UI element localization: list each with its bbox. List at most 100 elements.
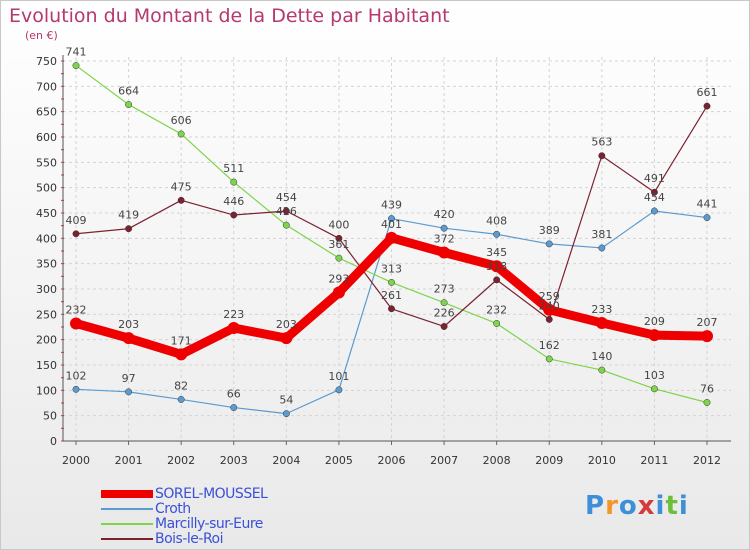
data-label: 101: [328, 370, 349, 383]
data-label: 318: [486, 260, 507, 273]
data-point: [543, 303, 556, 316]
y-tick-label: 650: [36, 106, 57, 119]
data-label: 426: [276, 205, 297, 218]
brand-letter: i: [678, 491, 689, 521]
brand-letter: o: [618, 491, 638, 521]
data-point: [125, 388, 133, 396]
data-label: 232: [486, 303, 507, 316]
data-point: [282, 410, 290, 418]
data-point: [440, 224, 448, 232]
data-label: 491: [644, 172, 665, 185]
data-point: [703, 102, 711, 110]
brand-letter: t: [665, 491, 679, 521]
data-point: [70, 317, 82, 330]
y-tick-label: 250: [36, 308, 57, 321]
data-label: 345: [486, 246, 507, 259]
data-point: [335, 254, 343, 262]
data-point: [701, 330, 713, 343]
data-label: 223: [223, 308, 244, 321]
data-point: [598, 366, 606, 374]
data-label: 408: [486, 214, 507, 227]
data-point: [335, 234, 343, 242]
data-point: [280, 332, 293, 345]
data-point: [72, 230, 80, 238]
legend-item: Marcilly-sur-Eure: [101, 516, 267, 532]
y-tick-label: 150: [36, 359, 57, 372]
legend-label: Croth: [155, 500, 191, 517]
data-point: [388, 305, 395, 313]
x-tick-label: 2012: [693, 454, 721, 467]
legend-swatch: [101, 489, 153, 498]
y-tick-label: 750: [36, 55, 57, 68]
data-point: [230, 211, 238, 219]
data-label: 261: [381, 289, 402, 302]
brand-letter: P: [585, 491, 606, 521]
x-tick-label: 2001: [115, 454, 143, 467]
data-label: 82: [174, 379, 188, 392]
data-point: [595, 316, 608, 329]
data-label: 209: [644, 315, 665, 328]
data-point: [122, 332, 135, 345]
data-label: 54: [279, 394, 293, 407]
data-point: [493, 230, 501, 238]
data-point: [230, 404, 238, 412]
data-label: 606: [171, 114, 192, 127]
data-label: 389: [539, 224, 560, 237]
plot-area: [63, 57, 731, 441]
x-tick-label: 2009: [535, 454, 563, 467]
x-tick-label: 2000: [62, 454, 90, 467]
data-point: [385, 231, 398, 244]
data-label: 361: [328, 238, 349, 251]
data-point: [388, 215, 395, 223]
data-label: 439: [381, 199, 402, 212]
data-label: 140: [591, 350, 612, 363]
data-point: [650, 188, 658, 196]
data-point: [282, 221, 290, 229]
x-tick-label: 2007: [430, 454, 458, 467]
data-label: 162: [539, 339, 560, 352]
legend-swatch: [101, 522, 153, 525]
data-label: 203: [276, 318, 297, 331]
data-label: 226: [434, 306, 455, 319]
data-point: [650, 385, 658, 393]
data-label: 454: [276, 191, 297, 204]
data-point: [650, 207, 658, 215]
legend-label: Bois-le-Roi: [155, 530, 224, 547]
data-label: 401: [381, 218, 402, 231]
legend-label: SOREL-MOUSSEL: [155, 485, 268, 502]
data-point: [545, 315, 553, 323]
data-label: 233: [591, 303, 612, 316]
data-point: [440, 323, 448, 330]
data-label: 313: [381, 262, 402, 275]
chart-title: Evolution du Montant de la Dette par Hab…: [9, 5, 450, 27]
x-tick-label: 2002: [167, 454, 195, 467]
x-tick-label: 2008: [483, 454, 511, 467]
data-point: [335, 386, 343, 394]
y-tick-label: 50: [43, 410, 57, 423]
data-point: [332, 286, 345, 299]
y-tick-label: 0: [50, 435, 57, 448]
data-label: 66: [227, 388, 241, 401]
legend: SOREL-MOUSSEL Croth Marcilly-sur-Eure Bois-…: [101, 485, 268, 547]
y-tick-label: 550: [36, 156, 57, 169]
x-tick-label: 2005: [325, 454, 353, 467]
data-label: 381: [591, 228, 612, 241]
y-tick-label: 700: [36, 80, 57, 93]
y-tick-label: 350: [36, 258, 57, 271]
y-tick-label: 400: [36, 232, 57, 245]
y-tick-label: 300: [36, 283, 57, 296]
legend-item: Bois-le-Roi: [101, 530, 267, 547]
unit-label: (en €): [25, 29, 58, 42]
data-point: [493, 276, 501, 284]
data-point: [598, 152, 606, 160]
data-label: 372: [434, 233, 455, 246]
data-label: 102: [66, 369, 87, 382]
data-point: [598, 244, 606, 252]
y-tick-label: 500: [36, 182, 57, 195]
data-label: 661: [697, 86, 718, 99]
data-label: 207: [697, 316, 718, 329]
x-tick-label: 2010: [588, 454, 616, 467]
data-label: 741: [66, 46, 87, 59]
